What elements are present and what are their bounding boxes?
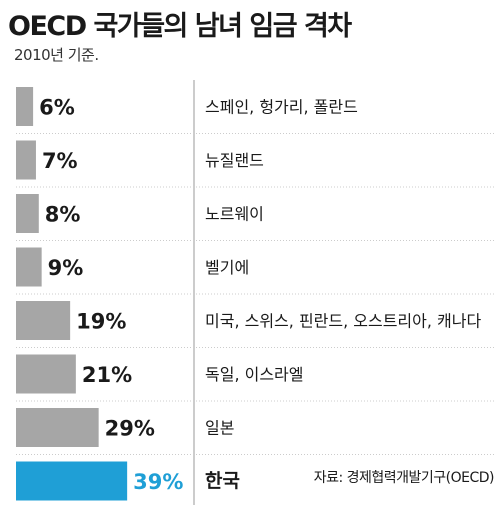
bar	[16, 461, 128, 501]
value-label: 9%	[48, 256, 84, 280]
bar	[16, 301, 71, 340]
category-label: 독일, 이스라엘	[205, 365, 304, 384]
bar	[16, 354, 76, 394]
value-label: 7%	[42, 149, 78, 173]
category-label: 벨기에	[205, 258, 249, 277]
value-label: 19%	[76, 310, 126, 334]
category-label: 미국, 스위스, 핀란드, 오스트리아, 캐나다	[205, 312, 481, 331]
value-label: 6%	[39, 96, 75, 120]
bar	[16, 87, 34, 126]
bar	[16, 247, 42, 287]
value-label: 39%	[133, 470, 183, 494]
bar	[16, 408, 99, 447]
category-label: 스페인, 헝가리, 폴란드	[205, 98, 358, 117]
chart-subtitle: 2010년 기준.	[14, 46, 99, 64]
chart-title: OECD 국가들의 남녀 임금 격차	[8, 11, 352, 42]
category-label: 일본	[205, 419, 234, 438]
bar	[16, 194, 39, 233]
value-label: 29%	[105, 417, 155, 441]
category-label: 한국	[205, 470, 240, 492]
value-label: 8%	[45, 203, 81, 227]
bar	[16, 140, 36, 180]
category-label: 뉴질랜드	[205, 151, 264, 170]
value-label: 21%	[82, 363, 132, 387]
source-note: 자료: 경제협력개발기구(OECD)	[313, 470, 495, 486]
category-label: 노르웨이	[205, 205, 264, 224]
